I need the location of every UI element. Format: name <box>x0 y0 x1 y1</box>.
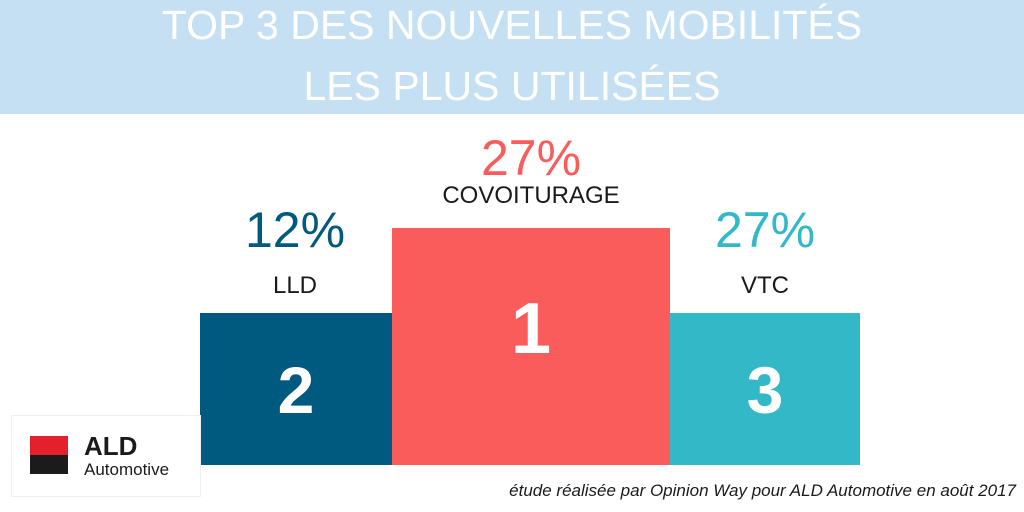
rank-number-covoiturage: 1 <box>510 289 552 369</box>
podium-block-lld: 2 <box>200 313 392 465</box>
title-line-2: LES PLUS UTILISÉES <box>303 63 721 109</box>
value-label-covoiturage: 27% <box>480 130 582 186</box>
podium-block-covoiturage: 1 <box>392 228 670 465</box>
podium-block-vtc: 3 <box>670 313 860 465</box>
title-line-1: TOP 3 DES NOUVELLES MOBILITÉS <box>161 2 863 48</box>
rank-number-vtc: 3 <box>746 353 784 427</box>
category-label-vtc: VTC <box>741 272 789 299</box>
logo-text-ald: ALD <box>84 431 138 461</box>
category-label-covoiturage: COVOITURAGE <box>442 182 620 209</box>
source-footnote: étude réalisée par Opinion Way pour ALD … <box>509 481 1016 500</box>
value-label-vtc: 27% <box>714 202 816 258</box>
ald-automotive-logo: ALD Automotive <box>12 416 200 496</box>
rank-number-lld: 2 <box>277 353 315 427</box>
value-label-lld: 12% <box>244 202 346 258</box>
category-label-lld: LLD <box>272 272 318 299</box>
logo-mark-icon <box>30 436 68 474</box>
header-banner: TOP 3 DES NOUVELLES MOBILITÉS LES PLUS U… <box>0 0 1024 114</box>
logo-text-automotive: Automotive <box>84 460 170 479</box>
